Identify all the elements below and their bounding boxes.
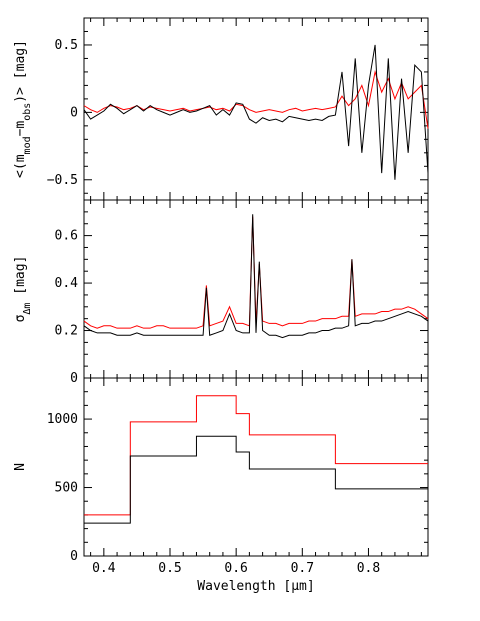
panel-3-ytick-label: 0 — [70, 549, 78, 564]
panel-3-xtick-label: 0.7 — [291, 561, 314, 576]
panel-3-series-black-line — [84, 435, 428, 524]
panel-1-ytick-label: 0 — [70, 105, 78, 120]
panel-1-ylabel: <(mmod−mobs)> [mag] — [13, 40, 33, 178]
panel-3-ylabel: N — [13, 463, 28, 471]
panel-3-ytick-label: 1000 — [47, 412, 78, 427]
panel-1-ytick-label: 0.5 — [55, 38, 78, 53]
panel-3-xtick-label: 0.5 — [158, 561, 181, 576]
panel-3-xtick-label: 0.6 — [224, 561, 247, 576]
panel-3-xlabel: Wavelength [μm] — [197, 579, 314, 594]
panel-2-ytick-label: 0.2 — [55, 324, 78, 339]
panel-3-xtick-label: 0.4 — [92, 561, 116, 576]
panel-3-series-red-line — [84, 395, 428, 516]
panel-1-series-black-line — [83, 44, 429, 180]
panel-1-series-red-line — [83, 69, 429, 129]
panel-3-ytick-label: 500 — [55, 481, 78, 496]
panel-2-ytick-label: 0 — [70, 371, 78, 386]
panel-2-ylabel: σΔm [mag] — [13, 256, 33, 323]
panel-3-frame — [83, 377, 429, 557]
panel-1-ytick-label: −0.5 — [47, 173, 78, 188]
panel-2-ytick-label: 0.6 — [55, 229, 78, 244]
panel-2-series-black-line — [83, 214, 429, 339]
panel-3-xtick-label: 0.8 — [357, 561, 380, 576]
panel-2-ytick-label: 0.4 — [55, 276, 79, 291]
